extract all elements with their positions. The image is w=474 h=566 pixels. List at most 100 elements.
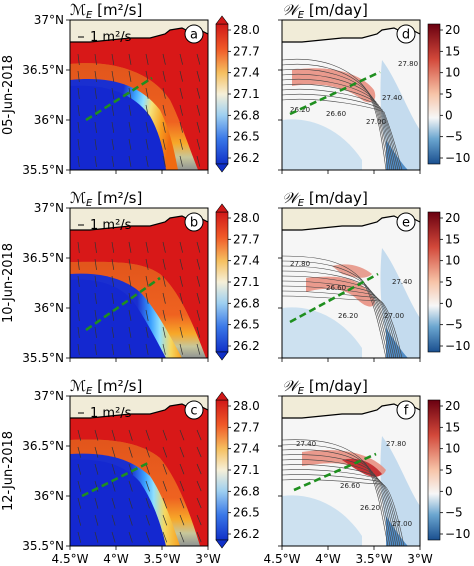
transport-arrow — [145, 309, 149, 321]
contour-label: 26.20 — [360, 504, 380, 512]
transport-arrow — [77, 104, 80, 116]
transport-arrow — [94, 326, 97, 338]
transport-arrow — [111, 463, 116, 475]
colorbar-tick-label: 5 — [445, 87, 453, 101]
panel-frame — [69, 207, 209, 359]
transport-arrow — [128, 121, 132, 133]
transport-arrow — [145, 121, 149, 133]
contour-line — [282, 73, 393, 170]
transport-arrow — [77, 497, 82, 509]
contour-label: 26.20 — [338, 312, 358, 320]
transport-arrow — [145, 343, 149, 355]
contour-label: 27.80 — [398, 60, 418, 68]
date-label: 10-Jun-2018 — [1, 243, 16, 323]
panel-b: 1 m²/s b 37°N 36.5°N 36°N 35.5°N — [22, 201, 209, 365]
colorbar-extend-top — [215, 15, 229, 25]
colorbar-tick-label: 27.1 — [233, 463, 260, 477]
contour-line — [282, 275, 395, 358]
contour-line — [282, 444, 391, 546]
transport-arrow — [128, 275, 132, 287]
y-tick-label: 36.5°N — [22, 63, 64, 77]
transport-arrow — [162, 258, 166, 270]
transport-arrow — [111, 155, 115, 167]
transport-arrow — [162, 463, 168, 475]
contour-line — [282, 454, 395, 546]
colorbar-tick-label: 15 — [445, 232, 460, 246]
transport-arrow — [128, 343, 132, 355]
colorbar-tick-label: 26.8 — [233, 296, 260, 310]
transport-arrow — [145, 138, 149, 150]
transport-arrow — [145, 292, 149, 304]
transport-arrow — [196, 258, 201, 270]
scale-label: 1 m²/s — [90, 30, 132, 45]
panel-letter-badge — [184, 24, 204, 44]
colorbar-tick-label: 26.2 — [233, 527, 260, 541]
transport-arrow — [111, 480, 116, 492]
transport-arrow — [94, 292, 97, 304]
y-tick-label: 37°N — [34, 201, 64, 215]
transport-arrow — [162, 121, 166, 133]
transport-arrow — [196, 446, 202, 458]
colorbar-extend-bottom — [215, 351, 229, 361]
transport-arrow — [162, 343, 166, 355]
transport-arrow — [111, 70, 115, 82]
transport-arrow — [179, 446, 185, 458]
panel-e: 27.80 26.60 26.20 27.00 27.40 e — [278, 207, 421, 362]
transport-arrow — [162, 429, 168, 441]
colorbar: 20 15 10 5 0 −5 −10 — [427, 23, 470, 165]
transport-arrow — [77, 53, 80, 65]
contour-line — [282, 270, 393, 358]
y-tick-label: 36.5°N — [22, 251, 64, 265]
colorbar-tick-label: 26.2 — [233, 151, 260, 165]
panel-letter: d — [402, 28, 410, 43]
transport-arrow — [162, 104, 166, 116]
transport-arrow — [111, 531, 116, 543]
transport-arrow — [179, 70, 183, 82]
colorbar-extend-top — [215, 203, 229, 213]
section-line — [289, 70, 381, 116]
transport-arrow — [179, 463, 185, 475]
contour-label: 26.60 — [326, 110, 346, 118]
transport-arrows — [77, 429, 202, 543]
transport-arrow — [179, 121, 183, 133]
transport-arrows — [77, 241, 201, 355]
colorbar-tick-label: 10 — [445, 254, 460, 268]
transport-arrow — [128, 53, 132, 65]
contour-label: 27.80 — [290, 260, 310, 268]
x-tick-label: 3.5°W — [356, 552, 393, 566]
transport-arrow — [145, 155, 149, 167]
contour-label: 26.60 — [326, 284, 346, 292]
y-tick-label: 36.5°N — [22, 439, 64, 453]
colorbar-tick-label: 26.8 — [233, 484, 260, 498]
contour-label: 27.00 — [366, 118, 386, 126]
section-line — [289, 272, 379, 324]
transport-arrow — [162, 480, 168, 492]
contour-line — [282, 265, 391, 358]
panel-frame — [281, 207, 421, 359]
transport-arrow — [162, 531, 168, 543]
transport-arrow — [179, 53, 183, 65]
transport-arrow — [77, 429, 82, 441]
contour-label: 27.80 — [386, 440, 406, 448]
y-tick-label: 35.5°N — [22, 351, 64, 365]
contour-label: 26.20 — [290, 106, 310, 114]
colorbar-tick-label: −10 — [445, 339, 470, 353]
transport-arrow — [94, 446, 99, 458]
transport-arrow — [196, 343, 201, 355]
transport-arrow — [162, 138, 166, 150]
transport-arrow — [94, 343, 97, 355]
colorbar-tick-label: 15 — [445, 44, 460, 58]
colorbar-tick-label: 27.1 — [233, 87, 260, 101]
transport-arrow — [162, 292, 166, 304]
x-tick-label: 3.5°W — [144, 552, 181, 566]
colorbar-gradient — [427, 399, 441, 541]
panel-letter-badge — [396, 24, 416, 44]
transport-arrow — [196, 87, 201, 99]
transport-arrow — [162, 514, 168, 526]
transport-arrow — [145, 241, 149, 253]
transport-arrow — [196, 241, 201, 253]
transport-arrow — [196, 104, 201, 116]
land-area — [282, 208, 420, 230]
transport-arrow — [128, 292, 132, 304]
colorbar-tick-label: 10 — [445, 66, 460, 80]
